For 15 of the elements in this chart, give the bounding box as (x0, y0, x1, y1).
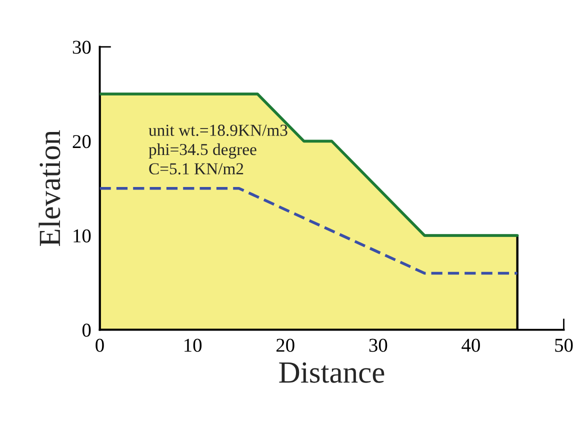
x-tick-label: 30 (369, 338, 388, 352)
y-tick-label: 20 (72, 135, 91, 148)
x-tick-label: 20 (276, 338, 294, 352)
x-axis-title: Distance (279, 362, 384, 383)
y-tick-label: 0 (82, 324, 91, 337)
annotation: phi=34.5 degree (148, 143, 256, 159)
y-axis-title: Elevation (38, 130, 60, 246)
x-tick-label: 0 (96, 338, 104, 352)
y-tick-label: 30 (72, 40, 91, 54)
annotation: unit wt.=18.9KN/m3 (148, 124, 288, 136)
y-tick-label: 10 (74, 229, 91, 242)
annotation: C=5.1 KN/m2 (149, 163, 244, 174)
x-tick-label: 40 (462, 338, 480, 352)
x-tick-label: 10 (184, 338, 202, 352)
x-tick-label: 50 (555, 338, 573, 352)
